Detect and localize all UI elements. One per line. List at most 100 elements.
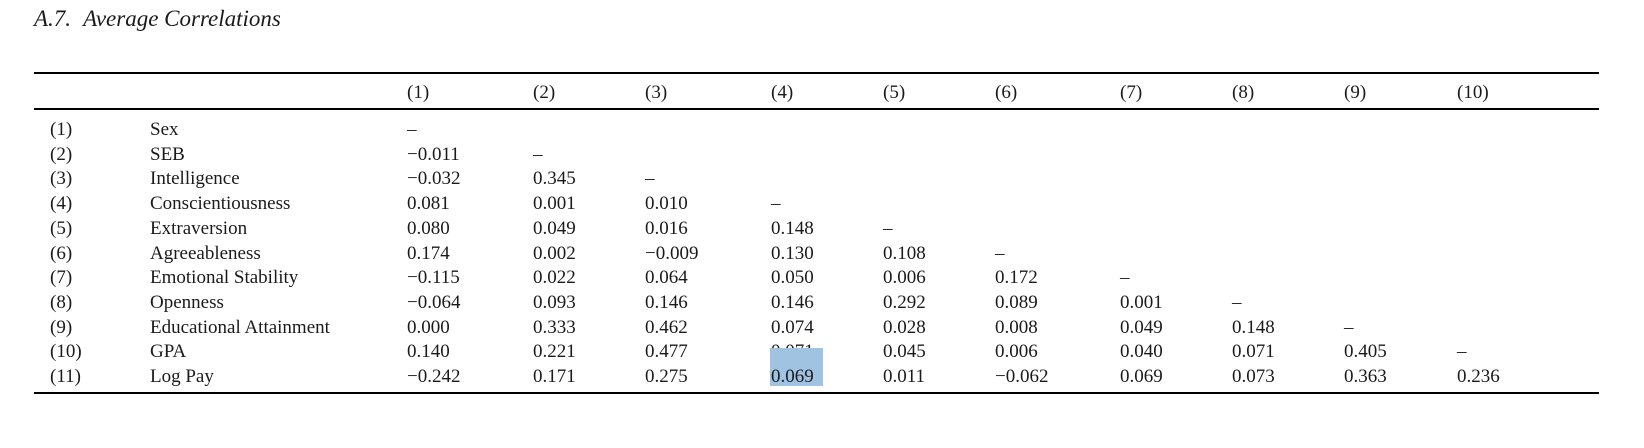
table-header-rule	[34, 108, 1599, 110]
table-cell: 0.050	[771, 267, 814, 289]
table-cell: 0.477	[645, 341, 688, 363]
row-number: (4)	[50, 193, 73, 215]
table-cell: 0.069	[771, 366, 814, 387]
table-cell: –	[533, 143, 543, 165]
table-cell: 0.089	[995, 291, 1038, 313]
row-number: (6)	[50, 242, 73, 264]
table-cell: 0.221	[533, 341, 576, 363]
table-cell: 0.345	[533, 168, 576, 190]
table-cell: 0.462	[645, 316, 688, 338]
table-cell: 0.001	[1120, 291, 1163, 313]
table-cell: 0.093	[533, 291, 576, 313]
row-number: (10)	[50, 341, 82, 363]
section-heading: A.7. Average Correlations	[34, 6, 281, 32]
table-cell: 0.363	[1344, 366, 1387, 387]
row-label: Conscientiousness	[150, 193, 291, 215]
column-header: (3)	[645, 82, 668, 103]
table-cell: −0.062	[995, 366, 1049, 387]
column-header: (2)	[533, 82, 556, 103]
row-label: GPA	[150, 341, 187, 363]
column-header: (7)	[1120, 82, 1143, 103]
row-number: (1)	[50, 119, 73, 140]
table-cell: 0.172	[995, 267, 1038, 289]
table-cell: −0.242	[407, 366, 461, 387]
table-cell: 0.000	[407, 316, 450, 338]
row-label: Sex	[150, 119, 179, 140]
table-cell: −0.115	[407, 267, 460, 289]
table-cell: 0.292	[883, 291, 926, 313]
row-label: Educational Attainment	[150, 316, 330, 338]
row-label: Emotional Stability	[150, 267, 299, 289]
table-cell: 0.140	[407, 341, 450, 363]
table-cell: 0.006	[995, 341, 1038, 363]
table-cell: 0.148	[1232, 316, 1275, 338]
table-cell: –	[1120, 267, 1130, 289]
column-header: (10)	[1457, 82, 1489, 103]
table-cell: 0.074	[771, 316, 814, 338]
column-header: (4)	[771, 82, 794, 103]
row-number: (11)	[50, 366, 81, 387]
column-header: (6)	[995, 82, 1018, 103]
row-number: (5)	[50, 217, 73, 239]
table-cell: 0.333	[533, 316, 576, 338]
table-cell: 0.073	[1232, 366, 1275, 387]
table-cell: –	[1457, 341, 1467, 363]
row-number: (3)	[50, 168, 73, 190]
table-cell: 0.069	[1120, 366, 1163, 387]
table-cell: 0.028	[883, 316, 926, 338]
table-cell: –	[995, 242, 1005, 264]
row-number: (9)	[50, 316, 73, 338]
table-cell: 0.064	[645, 267, 688, 289]
table-cell: 0.045	[883, 341, 926, 363]
table-cell: 0.002	[533, 242, 576, 264]
table-cell: 0.275	[645, 366, 688, 387]
row-number: (2)	[50, 143, 73, 165]
table-cell: –	[771, 193, 781, 215]
table-cell: 0.022	[533, 267, 576, 289]
table-cell: 0.049	[533, 217, 576, 239]
column-header: (8)	[1232, 82, 1255, 103]
table-cell: 0.008	[995, 316, 1038, 338]
table-cell: –	[1232, 291, 1242, 313]
table-cell: 0.130	[771, 242, 814, 264]
table-cell: –	[883, 217, 893, 239]
table-cell: 0.049	[1120, 316, 1163, 338]
table-cell: 0.405	[1344, 341, 1387, 363]
selection-highlight	[770, 348, 823, 386]
table-cell: 0.001	[533, 193, 576, 215]
table-cell: −0.064	[407, 291, 461, 313]
table-cell: 0.146	[645, 291, 688, 313]
table-cell: 0.011	[883, 366, 926, 387]
table-cell: 0.146	[771, 291, 814, 313]
table-cell: 0.171	[533, 366, 576, 387]
table-cell: −0.009	[645, 242, 699, 264]
table-cell: −0.011	[407, 143, 460, 165]
row-label: Intelligence	[150, 168, 240, 190]
row-number: (8)	[50, 291, 73, 313]
table-cell: 0.006	[883, 267, 926, 289]
table-cell: –	[407, 119, 417, 140]
column-header: (1)	[407, 82, 430, 103]
table-bottom-rule	[34, 392, 1599, 394]
table-cell: –	[645, 168, 655, 190]
table-cell: −0.032	[407, 168, 461, 190]
column-header: (5)	[883, 82, 906, 103]
table-cell: 0.040	[1120, 341, 1163, 363]
table-cell: 0.174	[407, 242, 450, 264]
row-label: Agreeableness	[150, 242, 261, 264]
table-cell: 0.148	[771, 217, 814, 239]
section-title: Average Correlations	[83, 6, 281, 31]
row-label: Extraversion	[150, 217, 248, 239]
table-cell: 0.108	[883, 242, 926, 264]
row-label: Log Pay	[150, 366, 214, 387]
table-cell: 0.080	[407, 217, 450, 239]
table-cell: 0.236	[1457, 366, 1500, 387]
row-label: Openness	[150, 291, 224, 313]
row-number: (7)	[50, 267, 73, 289]
table-cell: 0.081	[407, 193, 450, 215]
section-number: A.7.	[34, 6, 72, 31]
table-cell: 0.071	[1232, 341, 1275, 363]
row-label: SEB	[150, 143, 185, 165]
table-cell: 0.010	[645, 193, 688, 215]
table-cell: 0.016	[645, 217, 688, 239]
